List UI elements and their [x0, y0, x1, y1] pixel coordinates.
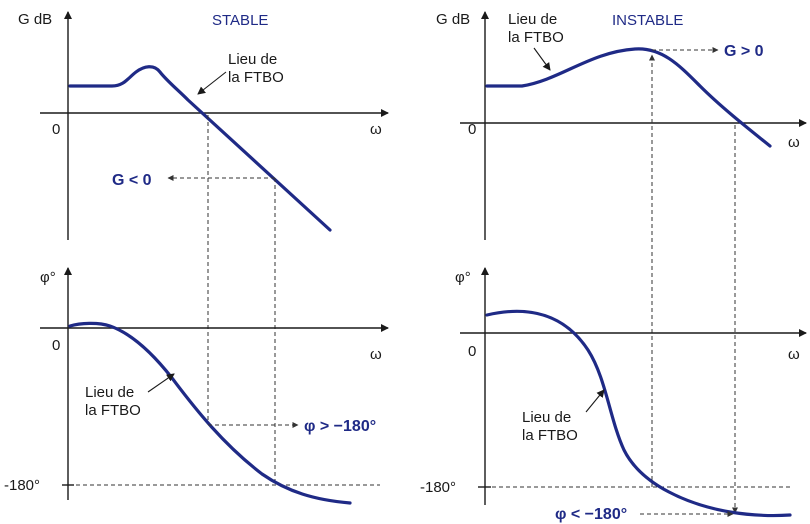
left-phase-curve [68, 321, 352, 505]
right-phase-curve-label-line1: Lieu de [522, 409, 571, 426]
right-gain-zero-label: 0 [468, 121, 476, 138]
left-gain-curve-label-leader [197, 71, 227, 95]
left-gain-curve [68, 65, 332, 232]
left-minus180-label: -180° [4, 477, 40, 494]
left-phase-curve-label-leader [147, 373, 175, 393]
left-gain-zero-label: 0 [52, 121, 60, 138]
right-gain-curve-label-leader [533, 47, 551, 71]
left-title: STABLE [212, 12, 268, 29]
left-panel: STABLE G dB 0 ω Lieu de la FTBO G < 0 φ°… [4, 11, 389, 505]
right-panel: INSTABLE G dB 0 ω Lieu de la FTBO G > 0 … [420, 11, 807, 523]
right-phase-result: φ < −180° [555, 506, 627, 523]
left-gain-curve-label-line2: la FTBO [228, 69, 284, 86]
left-phase-result: φ > −180° [304, 418, 376, 435]
right-gain-axis-label: G dB [436, 11, 470, 28]
right-phase-axis-label: φ° [455, 269, 471, 286]
left-gain-result: G < 0 [112, 172, 152, 189]
right-phase-curve [485, 309, 792, 518]
right-phase-curve-label-leader [585, 389, 605, 413]
right-phase-omega-label: ω [788, 346, 800, 363]
left-gain-axis-label: G dB [18, 11, 52, 28]
left-phase-curve-label-line2: la FTBO [85, 402, 141, 419]
right-gain-curve-label-line1: Lieu de [508, 11, 557, 28]
left-phase-axis-label: φ° [40, 269, 56, 286]
right-minus180-label: -180° [420, 479, 456, 496]
left-phase-omega-label: ω [370, 346, 382, 363]
left-gain-omega-label: ω [370, 121, 382, 138]
right-gain-result: G > 0 [724, 43, 764, 60]
right-phase-zero-label: 0 [468, 343, 476, 360]
right-gain-omega-label: ω [788, 134, 800, 151]
right-gain-curve [485, 47, 772, 148]
right-title: INSTABLE [612, 12, 683, 29]
left-phase-zero-label: 0 [52, 337, 60, 354]
right-gain-curve-label-line2: la FTBO [508, 29, 564, 46]
left-gain-curve-label-line1: Lieu de [228, 51, 277, 68]
right-phase-curve-label-line2: la FTBO [522, 427, 578, 444]
left-phase-curve-label-line1: Lieu de [85, 384, 134, 401]
